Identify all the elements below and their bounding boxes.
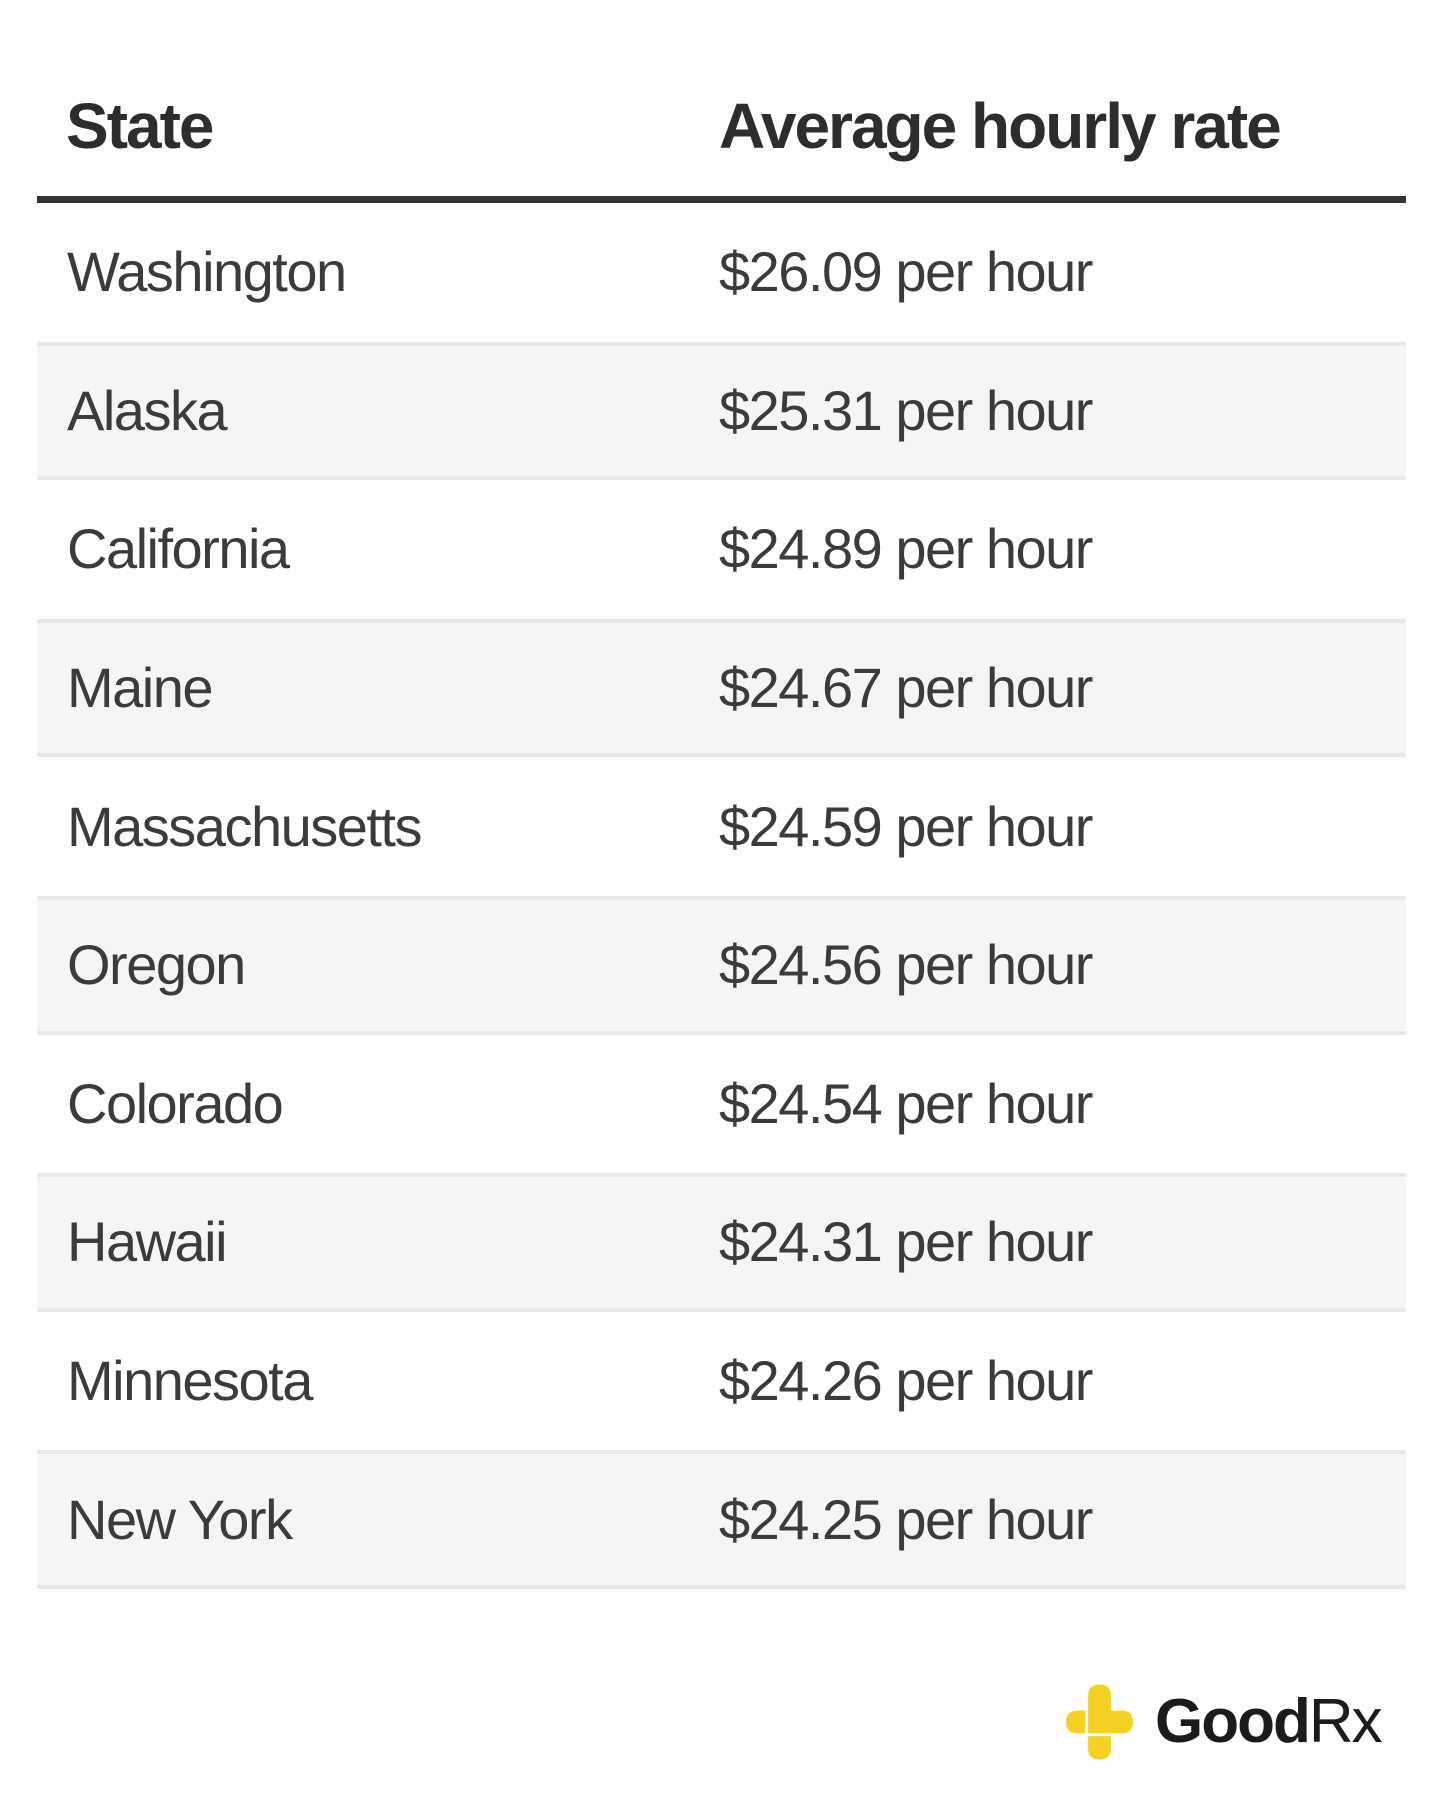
rate-cell: $25.31 per hour — [719, 378, 1093, 442]
table-row: New York $24.25 per hour — [37, 1450, 1406, 1589]
table-row: Massachusetts $24.59 per hour — [37, 757, 1406, 896]
header-rule — [37, 196, 1406, 203]
rate-cell: $24.67 per hour — [719, 656, 1093, 720]
state-cell: California — [67, 517, 290, 581]
table-row: Minnesota $24.26 per hour — [37, 1311, 1406, 1451]
table-row: Washington $26.09 per hour — [37, 203, 1406, 342]
state-cell: Hawaii — [67, 1210, 228, 1274]
state-cell: Maine — [67, 656, 214, 720]
state-cell: Colorado — [67, 1071, 284, 1135]
rate-cell: $24.25 per hour — [719, 1487, 1093, 1551]
rate-cell: $26.09 per hour — [719, 240, 1093, 304]
rate-cell: $24.26 per hour — [719, 1349, 1093, 1413]
state-cell: Alaska — [67, 378, 228, 442]
state-cell: Massachusetts — [67, 794, 423, 858]
goodrx-logo: GoodRx — [1066, 1684, 1383, 1760]
state-cell: Washington — [67, 240, 347, 304]
table-row: California $24.89 per hour — [37, 480, 1406, 619]
column-header-rate: Average hourly rate — [719, 90, 1282, 162]
rate-cell: $24.59 per hour — [719, 794, 1093, 858]
rate-cell: $24.31 per hour — [719, 1210, 1093, 1274]
state-cell: Oregon — [67, 933, 246, 997]
goodrx-wordmark-good: Good — [1155, 1687, 1311, 1756]
rate-cell: $24.56 per hour — [719, 933, 1093, 997]
table-row: Maine $24.67 per hour — [37, 618, 1406, 758]
state-cell: New York — [67, 1487, 293, 1551]
rate-cell: $24.89 per hour — [719, 517, 1093, 581]
goodrx-wordmark-rx: Rx — [1308, 1687, 1383, 1756]
column-header-state: State — [66, 90, 214, 162]
table-row: Hawaii $24.31 per hour — [37, 1173, 1406, 1312]
goodrx-cross-icon — [1066, 1684, 1133, 1760]
table-row: Oregon $24.56 per hour — [37, 895, 1406, 1035]
table-row: Colorado $24.54 per hour — [37, 1034, 1406, 1174]
goodrx-wordmark: GoodRx — [1155, 1691, 1383, 1753]
table-body: Washington $26.09 per hour Alaska $25.31… — [37, 203, 1406, 1589]
rate-cell: $24.54 per hour — [719, 1071, 1093, 1135]
table-row: Alaska $25.31 per hour — [37, 341, 1406, 481]
state-cell: Minnesota — [67, 1349, 313, 1413]
